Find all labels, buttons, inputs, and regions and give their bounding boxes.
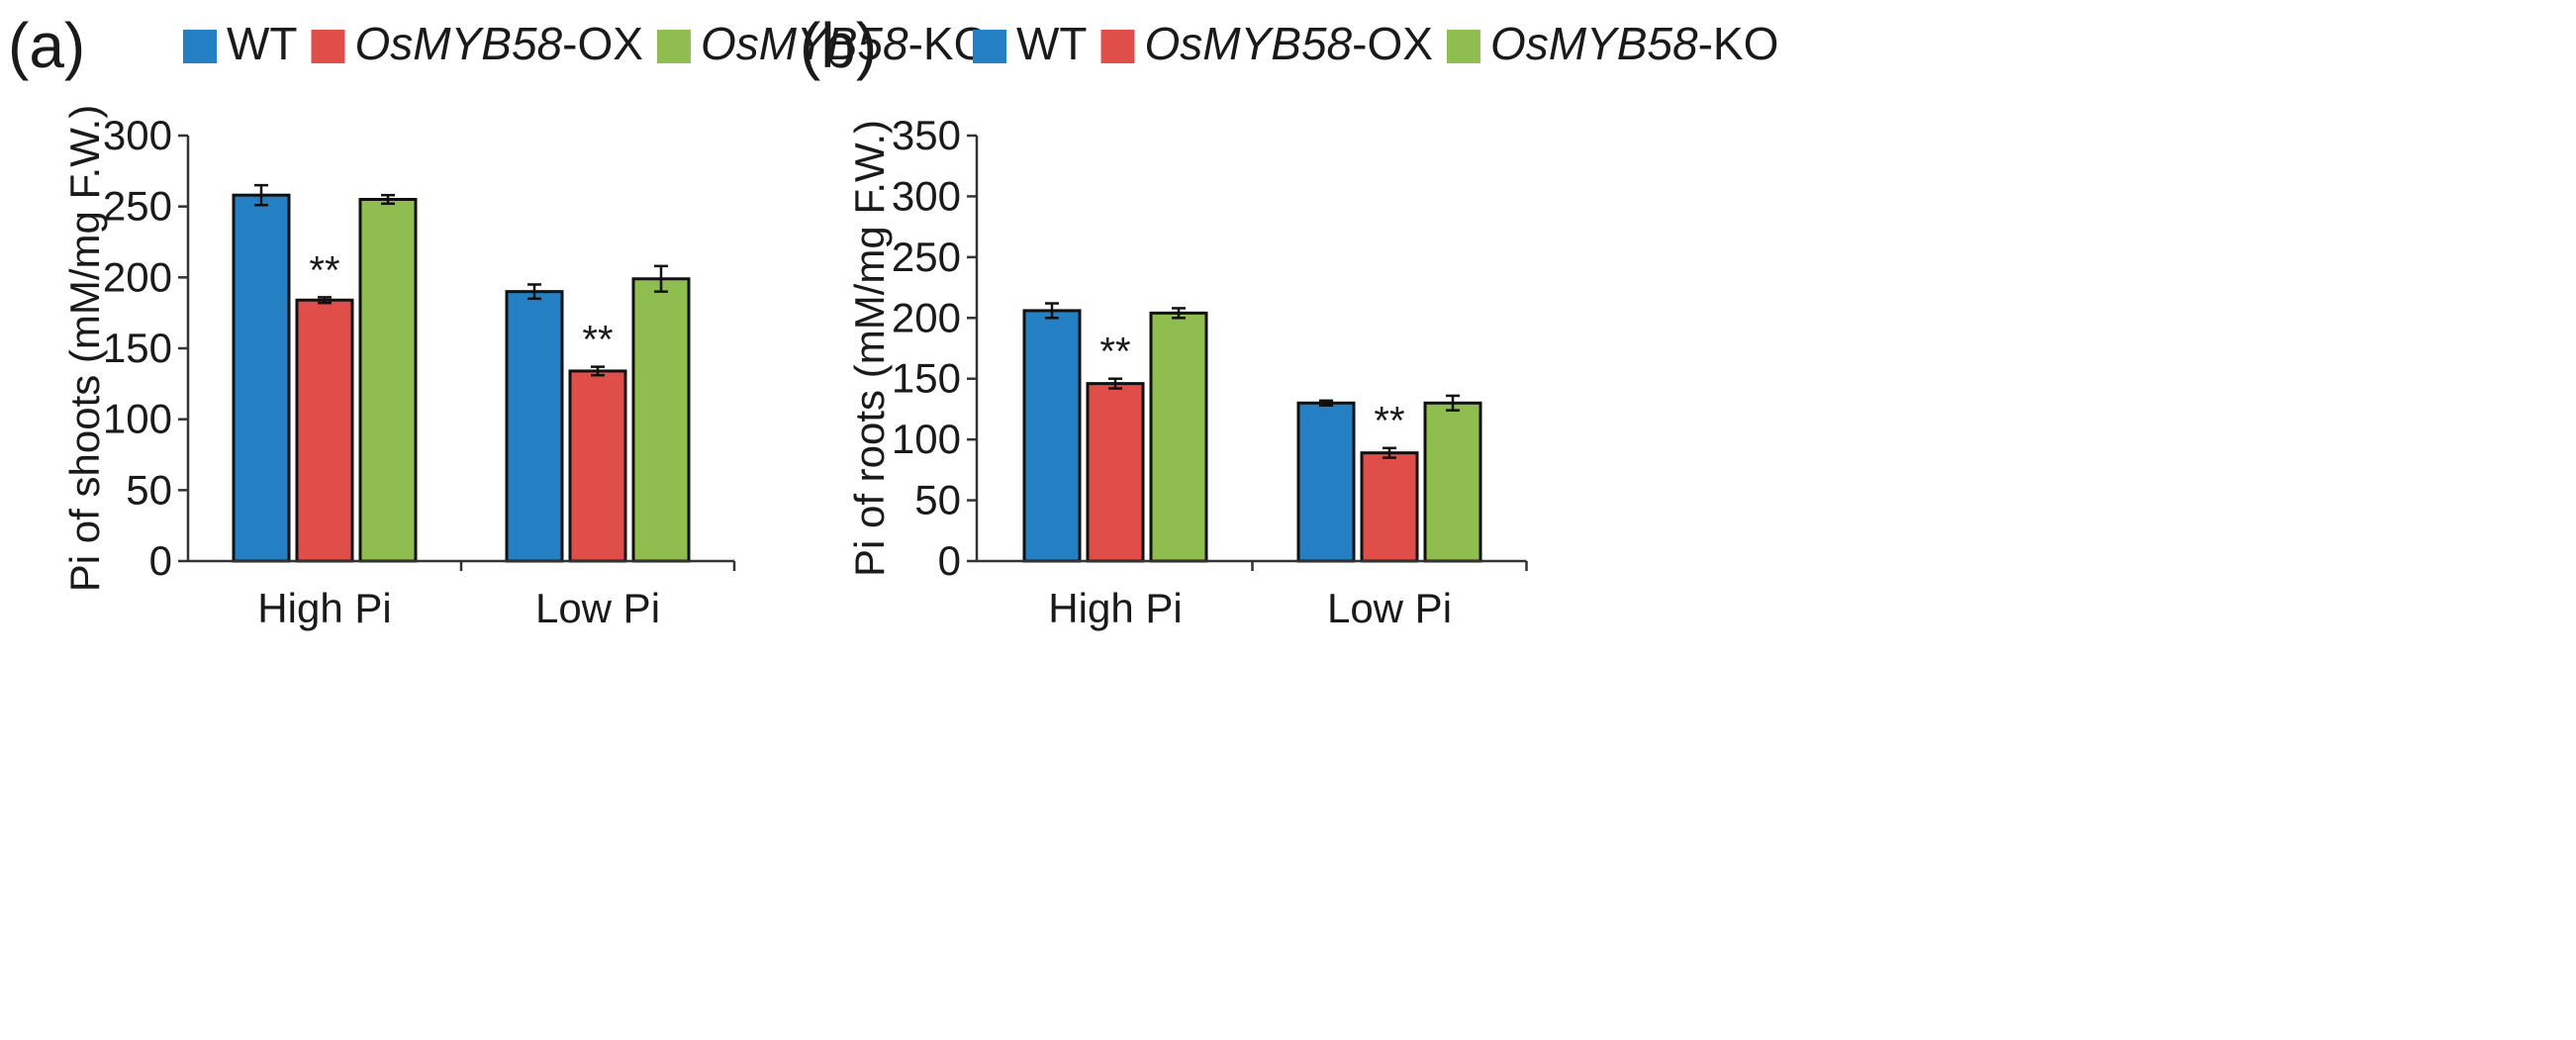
y-tick-label: 100 <box>103 396 172 442</box>
bar <box>1296 401 1356 563</box>
y-tick-label: 300 <box>103 112 172 158</box>
significance-label: ** <box>309 248 339 292</box>
y-tick-label: 200 <box>892 294 961 340</box>
legend-label: OsMYB58-KO <box>1490 18 1778 69</box>
y-tick-label: 0 <box>149 537 172 584</box>
legend-label-gene: OsMYB58 <box>701 18 908 69</box>
y-tick-label: 50 <box>126 466 172 513</box>
chart-panel-b: (b) WT OsMYB58-OX OsMYB58-KO050100150200250… <box>800 10 1778 631</box>
y-tick-label: 300 <box>892 172 961 219</box>
y-tick-label: 150 <box>892 355 961 402</box>
y-tick-label: 250 <box>103 183 172 230</box>
legend-label: WT <box>227 18 298 69</box>
bar <box>1360 451 1419 563</box>
y-tick-label: 200 <box>103 253 172 300</box>
bar <box>232 193 291 563</box>
legend-swatch <box>183 30 217 63</box>
y-axis-title: Pi of roots (mM/mg F.W.) <box>846 120 893 577</box>
legend-label: OsMYB58-OX <box>355 18 643 69</box>
legend-label-gene: OsMYB58 <box>1490 18 1698 69</box>
bar <box>1149 311 1208 563</box>
bar <box>568 369 627 563</box>
legend-label-gene: OsMYB58 <box>355 18 563 69</box>
y-tick-label: 0 <box>938 537 961 584</box>
bar <box>1086 382 1145 563</box>
chart-panel-a: (a) WT OsMYB58-OX OsMYB58-KO050100150200250… <box>8 10 989 631</box>
bar <box>631 277 691 563</box>
significance-label: ** <box>582 319 613 362</box>
y-tick-label: 50 <box>914 477 961 523</box>
legend-label-gene: OsMYB58 <box>1145 18 1353 69</box>
legend-swatch <box>1446 30 1480 63</box>
legend-label: WT <box>1016 18 1088 69</box>
y-tick-label: 250 <box>892 234 961 280</box>
significance-label: ** <box>1099 331 1130 374</box>
x-tick-label: High Pi <box>1048 585 1182 631</box>
legend: WT OsMYB58-OX OsMYB58-KO <box>973 18 1778 69</box>
legend-swatch <box>656 30 691 63</box>
significance-label: ** <box>1374 400 1404 443</box>
legend-swatch <box>311 30 345 63</box>
legend-label-suffix: -OX <box>1352 18 1433 69</box>
legend-label-suffix: -KO <box>1698 18 1779 69</box>
x-tick-label: Low Pi <box>535 585 660 631</box>
panel-label: (b) <box>800 10 877 81</box>
y-tick-label: 350 <box>892 112 961 158</box>
legend-label-suffix: WT <box>227 18 298 69</box>
legend-label: OsMYB58-OX <box>1145 18 1433 69</box>
legend-swatch <box>973 30 1006 63</box>
legend-label-suffix: -OX <box>562 18 643 69</box>
legend-label: OsMYB58-KO <box>701 18 989 69</box>
bar <box>295 298 354 563</box>
legend: WT OsMYB58-OX OsMYB58-KO <box>183 18 989 69</box>
y-tick-label: 100 <box>892 416 961 462</box>
y-tick-label: 150 <box>103 325 172 371</box>
x-tick-label: Low Pi <box>1327 585 1452 631</box>
panel-label: (a) <box>8 10 85 81</box>
legend-label-suffix: WT <box>1016 18 1088 69</box>
bar <box>505 290 564 563</box>
legend-swatch <box>1100 30 1135 63</box>
bar <box>1423 401 1482 563</box>
bar <box>1022 309 1082 563</box>
x-tick-label: High Pi <box>257 585 391 631</box>
y-axis-title: Pi of shoots (mM/mg F.W.) <box>61 105 108 592</box>
bar <box>358 198 418 563</box>
